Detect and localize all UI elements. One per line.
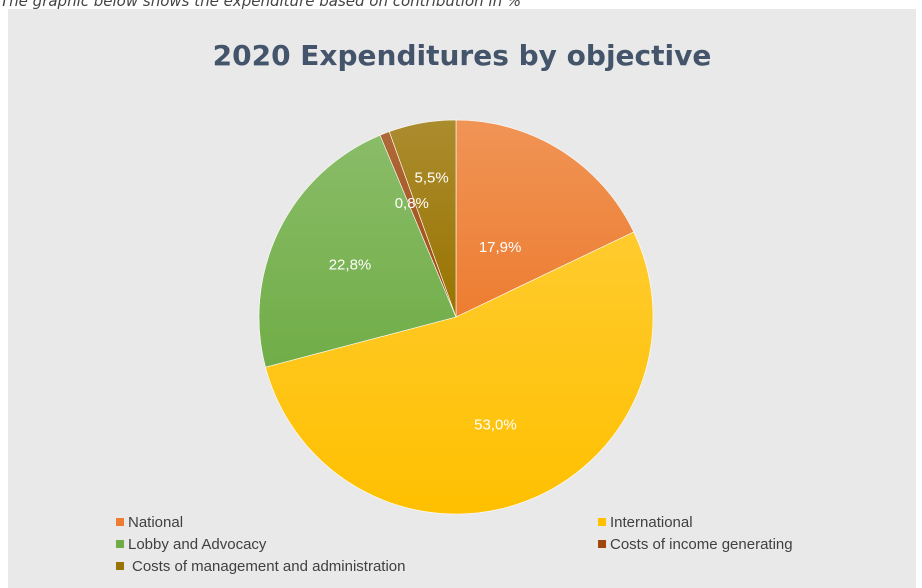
legend-swatch: [116, 540, 124, 548]
legend-label: National: [128, 513, 184, 531]
legend-label: Costs of income generating: [610, 535, 793, 553]
legend-item-1: International: [598, 512, 693, 532]
chart-title: 2020 Expenditures by objective: [212, 39, 712, 72]
legend-label: International: [610, 513, 693, 531]
pie-slice-4: [388, 119, 457, 318]
slice-data-label-2: 22,8%: [329, 257, 372, 274]
caption-text: The graphic below shows the expenditure …: [0, 0, 522, 10]
slice-data-label-4: 5,5%: [414, 169, 448, 186]
legend-item-3: Costs of income generating: [598, 534, 793, 554]
pie-slice-2: [258, 134, 457, 368]
legend-swatch: [116, 562, 124, 570]
legend-swatch: [116, 518, 124, 526]
pie-chart: 17,9% 53,0% 22,8% 0,8% 5,5%: [258, 119, 654, 515]
chart-area: 2020 Expenditures by objective 17,9% 53,0…: [8, 9, 916, 588]
slice-data-label-0: 17,9%: [479, 239, 522, 256]
legend-swatch: [598, 540, 606, 548]
legend-swatch: [598, 518, 606, 526]
legend-label: Lobby and Advocacy: [128, 535, 267, 553]
pie-slice-0: [455, 119, 635, 318]
legend-item-2: Lobby and Advocacy: [116, 534, 266, 554]
slice-data-label-1: 53,0%: [474, 416, 517, 433]
pie-slice-1: [265, 231, 654, 515]
slice-data-label-3: 0,8%: [395, 195, 429, 212]
legend-item-0: National: [116, 512, 183, 532]
legend-item-4: Costs of management and administration: [116, 556, 405, 576]
legend-label: Costs of management and administration: [132, 557, 406, 575]
